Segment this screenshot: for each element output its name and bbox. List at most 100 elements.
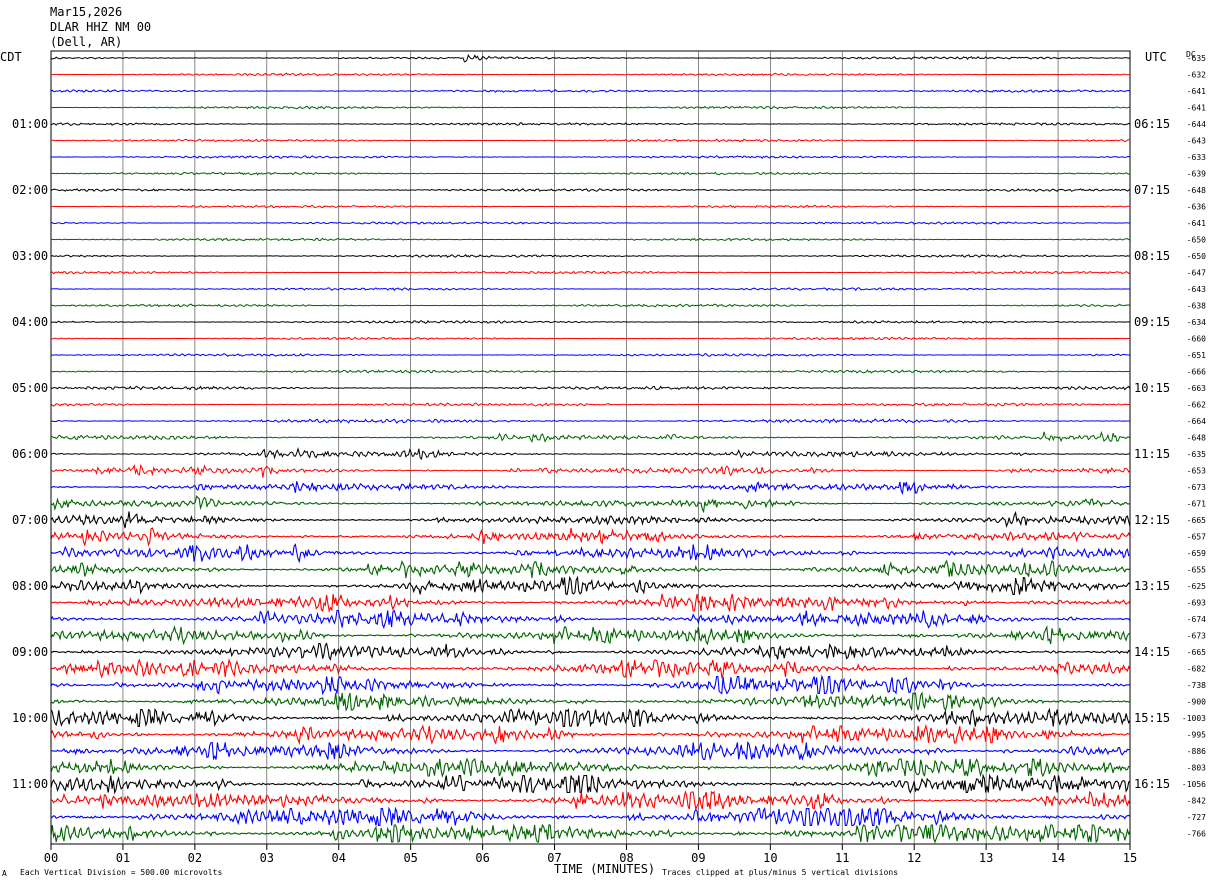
trace-row-16	[50, 319, 1131, 324]
trace-row-11	[51, 237, 1131, 242]
trace-row-19	[50, 369, 1131, 374]
dc-offset-label: -650	[1187, 252, 1206, 261]
trace-row-5	[50, 138, 1131, 143]
dc-offset-label: -657	[1187, 533, 1206, 542]
dc-offset-label: -665	[1187, 648, 1206, 657]
trace-row-20	[50, 385, 1131, 391]
dc-offset-label: -635	[1187, 54, 1206, 63]
dc-offset-label: -643	[1187, 137, 1206, 146]
trace-row-18	[50, 353, 1131, 357]
right-timezone-label: UTC	[1145, 50, 1167, 64]
trace-row-44	[50, 773, 1131, 795]
dc-offset-label: -674	[1187, 615, 1206, 624]
dc-offset-label: -886	[1187, 747, 1206, 756]
trace-row-15	[50, 303, 1131, 308]
trace-row-12	[50, 253, 1131, 258]
dc-offset-label: -727	[1187, 813, 1206, 822]
dc-offset-label: -632	[1187, 71, 1206, 80]
dc-offset-label: -673	[1187, 483, 1206, 492]
left-time-label: 08:00	[12, 579, 48, 593]
dc-offset-label: -662	[1187, 401, 1206, 410]
trace-row-7	[50, 171, 1131, 176]
right-time-labels: 06:15 07:15 08:15 09:15 10:15 11:15 12:15 13:15…	[1134, 117, 1170, 791]
minute-gridlines	[122, 51, 1059, 844]
x-axis-ticks: 00 01 02 03 04 05 06 07 08 09 10 11 12 13 14 15	[44, 844, 1137, 865]
dc-offset-label: -625	[1187, 582, 1206, 591]
corner-mark: A	[2, 869, 7, 878]
trace-row-9	[50, 204, 1131, 209]
station-location: (Dell, AR)	[50, 35, 122, 49]
trace-row-26	[50, 480, 1131, 496]
dc-offset-label: -660	[1187, 335, 1206, 344]
dc-offset-label: -648	[1187, 434, 1206, 443]
right-time-label: 14:15	[1134, 645, 1170, 659]
trace-row-45	[51, 790, 1131, 811]
x-tick-label-04: 04	[332, 851, 346, 865]
dc-column-label: DC	[1186, 50, 1196, 59]
dc-offset-label: -693	[1187, 599, 1206, 608]
x-tick-label-11: 11	[835, 851, 849, 865]
trace-row-13	[50, 270, 1131, 275]
station-code: DLAR HHZ NM 00	[50, 20, 151, 34]
x-tick-label-02: 02	[188, 851, 202, 865]
dc-offset-label: -639	[1187, 170, 1206, 179]
right-time-label: 10:15	[1134, 381, 1170, 395]
trace-row-46	[50, 806, 1131, 827]
dc-offset-label: -635	[1187, 450, 1206, 459]
dc-offset-label: -651	[1187, 351, 1206, 360]
left-time-label: 09:00	[12, 645, 48, 659]
right-time-label: 12:15	[1134, 513, 1170, 527]
right-time-label: 11:15	[1134, 447, 1170, 461]
trace-row-0	[50, 54, 1131, 63]
trace-row-36	[50, 642, 1131, 661]
dc-offset-label: -655	[1187, 566, 1206, 575]
left-time-label: 01:00	[12, 117, 48, 131]
left-time-label: 04:00	[12, 315, 48, 329]
trace-row-1	[51, 72, 1131, 77]
dc-offset-label: -641	[1187, 104, 1206, 113]
dc-offset-label: -665	[1187, 516, 1206, 525]
trace-row-21	[50, 402, 1131, 407]
dc-offset-label: -995	[1187, 731, 1206, 740]
dc-offset-label: -643	[1187, 285, 1206, 294]
trace-row-35	[50, 624, 1131, 646]
trace-row-31	[50, 559, 1131, 579]
dc-offset-label: -648	[1187, 186, 1206, 195]
x-tick-label-05: 05	[403, 851, 417, 865]
trace-row-47	[50, 823, 1131, 844]
dc-offset-label: -636	[1187, 203, 1206, 212]
trace-row-4	[50, 121, 1131, 126]
dc-offset-label: -738	[1187, 681, 1206, 690]
dc-offset-label: -659	[1187, 549, 1206, 558]
trace-row-22	[51, 418, 1131, 424]
right-time-label: 13:15	[1134, 579, 1170, 593]
right-time-label: 07:15	[1134, 183, 1170, 197]
right-time-label: 09:15	[1134, 315, 1170, 329]
dc-offset-label: -633	[1187, 153, 1206, 162]
trace-row-28	[50, 510, 1131, 529]
left-time-label: 07:00	[12, 513, 48, 527]
trace-row-30	[50, 543, 1131, 564]
x-tick-label-07: 07	[547, 851, 561, 865]
plot-frame	[50, 50, 1131, 845]
seismic-traces	[50, 54, 1131, 844]
x-tick-label-09: 09	[691, 851, 705, 865]
left-time-label: 06:00	[12, 447, 48, 461]
trace-row-29	[50, 527, 1131, 547]
trace-row-25	[50, 464, 1131, 478]
x-axis-title: TIME (MINUTES)	[554, 862, 655, 876]
dc-offset-label: -641	[1187, 87, 1206, 96]
dc-offset-label: -647	[1187, 269, 1206, 278]
x-tick-label-15: 15	[1123, 851, 1137, 865]
x-tick-label-14: 14	[1051, 851, 1065, 865]
right-time-label: 08:15	[1134, 249, 1170, 263]
x-tick-label-12: 12	[907, 851, 921, 865]
trace-row-6	[50, 155, 1131, 159]
dc-offset-label: -766	[1187, 830, 1206, 839]
trace-row-33	[50, 593, 1131, 614]
trace-row-24	[50, 447, 1131, 460]
dc-offset-label: -900	[1187, 698, 1206, 707]
left-time-label: 11:00	[12, 777, 48, 791]
dc-offset-label: -664	[1187, 417, 1206, 426]
